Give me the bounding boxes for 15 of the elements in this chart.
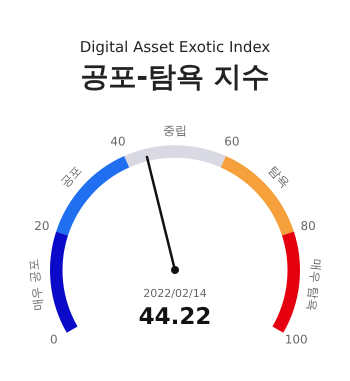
text: 60 [224,134,240,148]
text: 40 [110,134,126,148]
text: 20 [34,219,50,234]
chart-subtitle: Digital Asset Exotic Index [78,38,272,56]
text: 100 [284,332,308,346]
slice-label: 매우 탐욕 [304,258,324,312]
slice-label: 매우 공포 [26,258,46,312]
text: 2022/02/14 [143,287,207,300]
slice-label: 중립 [163,123,187,138]
chart-title: 공포-탐욕 지수 [79,59,271,95]
text: 44.22 [138,304,212,330]
slice-label: 공포 [58,163,84,190]
text: 0 [50,332,58,346]
text: 80 [300,219,316,234]
slice-label: 탐욕 [266,163,292,190]
